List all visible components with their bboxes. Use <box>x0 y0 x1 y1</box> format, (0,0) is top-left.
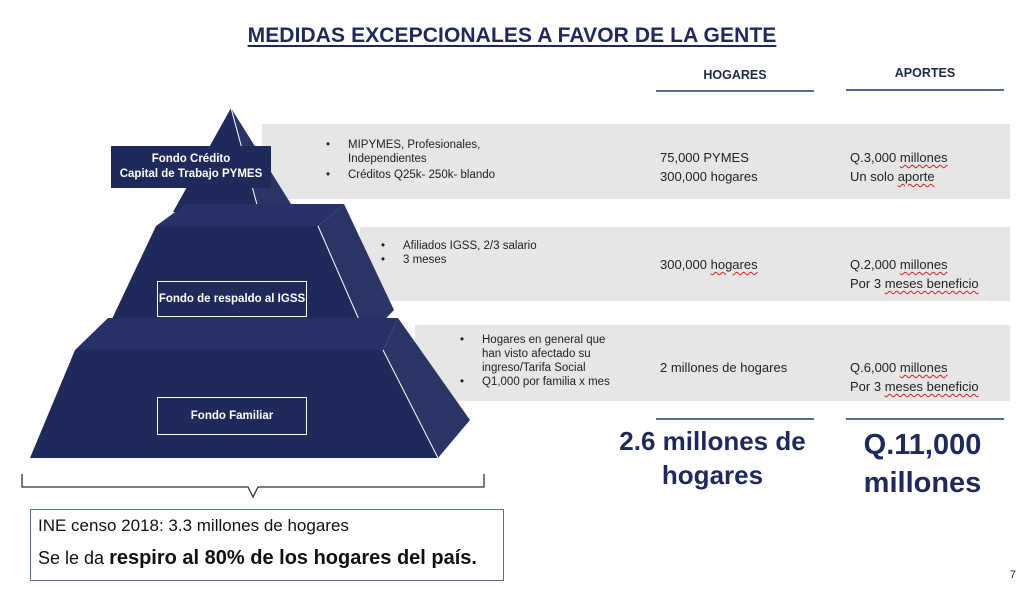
totals-rule-hogares <box>656 418 814 420</box>
total-aportes: Q.11,000 millones <box>863 429 982 499</box>
list-item: • Q1,000 por familia x mes <box>460 376 610 388</box>
label-fondo-credito-line1: Fondo Crédito <box>151 153 231 165</box>
label-fondo-igss: Fondo de respaldo al IGSS <box>157 281 307 317</box>
list-item: • Afiliados IGSS, 2/3 salario <box>381 240 537 252</box>
page-number: 7 <box>1009 569 1016 581</box>
label-fondo-credito-line2: Capital de Trabajo PYMES <box>119 168 263 180</box>
row-2-bullets: • Afiliados IGSS, 2/3 salario • 3 meses <box>381 239 537 267</box>
row-1-aportes: Q.3,000 millones Un solo aporte <box>850 150 948 184</box>
row-1-hogares: 75,000 PYMES 300,000 hogares <box>660 150 758 184</box>
column-header-aportes-rule <box>846 89 1004 91</box>
list-item: ingreso/Tarifa Social <box>482 362 586 374</box>
census-note-box <box>30 509 504 581</box>
row-1-bullets: • MIPYMES, Profesionales, Independientes … <box>326 138 496 182</box>
row-3-aportes: Q.6,000 millones Por 3 meses beneficio <box>850 360 979 394</box>
row-band-3 <box>415 325 1010 401</box>
pyramid-bottom-top <box>75 318 398 350</box>
row-band-2 <box>360 227 1010 301</box>
page-title: MEDIDAS EXCEPCIONALES A FAVOR DE LA GENT… <box>247 24 777 47</box>
bracket-brace <box>21 474 485 499</box>
label-fondo-igss-text: Fondo de respaldo al IGSS <box>158 292 306 305</box>
row-band-1 <box>262 124 1010 199</box>
census-note-line2: Se le da respiro al 80% de los hogares d… <box>38 547 477 569</box>
total-hogares: 2.6 millones de hogares <box>619 426 806 490</box>
totals-rule-aportes <box>846 418 1004 420</box>
list-item: • Hogares en general que <box>460 334 606 346</box>
column-header-hogares-rule <box>656 90 814 92</box>
pyramid-middle-top <box>156 204 344 226</box>
column-header-aportes: APORTES <box>894 66 956 80</box>
list-item: • 3 meses <box>381 254 447 266</box>
pyramid-bottom-front <box>30 350 438 458</box>
row-3-bullets: • Hogares en general que han visto afecta… <box>460 333 610 389</box>
label-fondo-familiar: Fondo Familiar <box>157 397 307 435</box>
pyramid-middle-front <box>103 226 367 338</box>
pyramid-middle-side <box>318 204 394 338</box>
row-2-aportes: Q.2,000 millones Por 3 meses beneficio <box>850 257 979 291</box>
column-header-hogares: HOGARES <box>703 68 767 82</box>
census-note-line1: INE censo 2018: 3.3 millones de hogares <box>38 516 349 535</box>
row-3-hogares: 2 millones de hogares <box>660 360 788 375</box>
list-item: Independientes <box>348 153 427 165</box>
pyramid-bottom-edge <box>382 349 439 459</box>
pyramid-bottom-side <box>383 318 470 458</box>
label-fondo-credito: Fondo Crédito Capital de Trabajo PYMES <box>111 146 271 188</box>
list-item: • Créditos Q25k- 250k- blando <box>326 169 496 181</box>
label-fondo-familiar-text: Fondo Familiar <box>190 409 274 422</box>
list-item: • MIPYMES, Profesionales, <box>326 139 481 151</box>
row-2-hogares: 300,000 hogares <box>660 257 758 272</box>
list-item: han visto afectado su <box>482 348 591 360</box>
